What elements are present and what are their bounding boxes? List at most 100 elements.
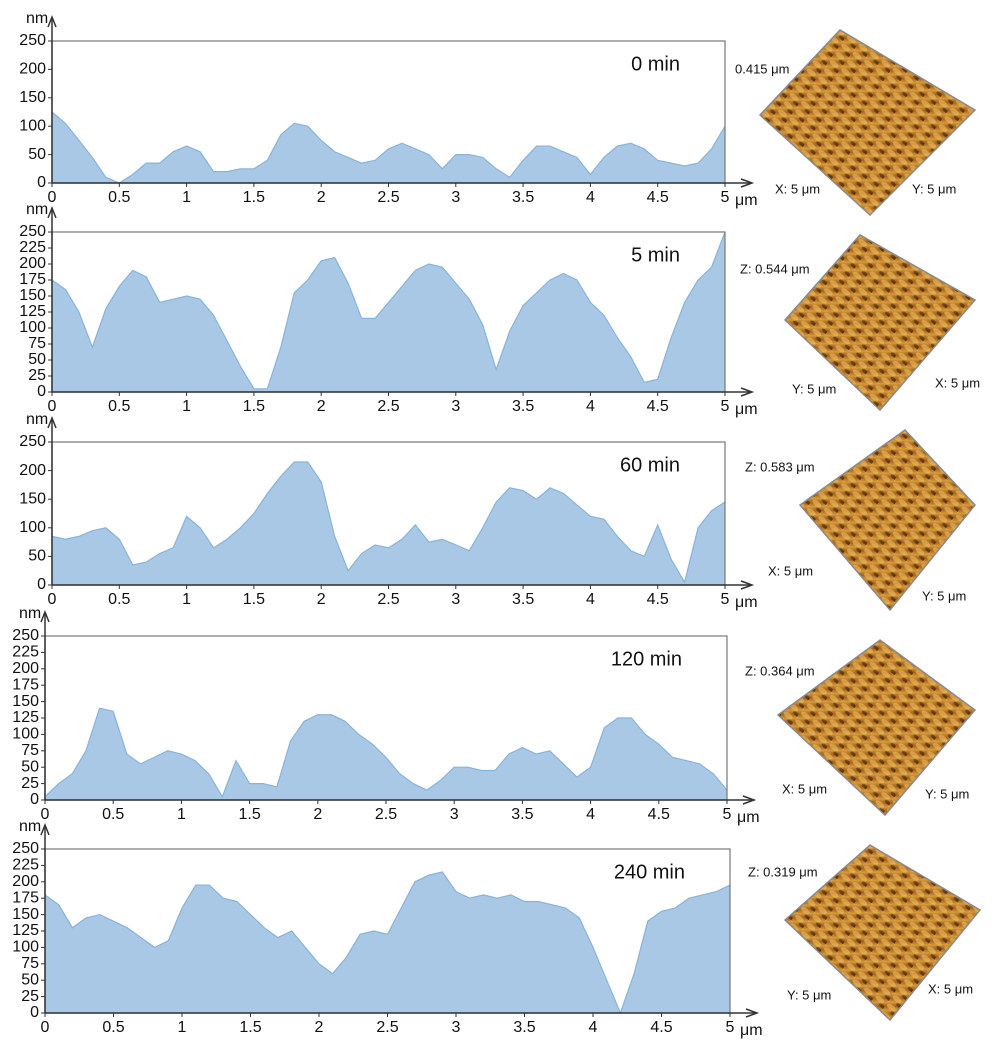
x-tick-label: 1.5 <box>243 591 265 608</box>
y-tick-label: 150 <box>19 287 46 304</box>
x-tick-label: 3.5 <box>513 1019 535 1036</box>
y-tick-label: 75 <box>21 955 39 972</box>
x-tick-label: 2 <box>317 189 326 206</box>
y-tick-label: 200 <box>19 255 46 272</box>
chart-title: 240 min <box>614 861 685 883</box>
y-tick-label: 25 <box>21 988 39 1005</box>
afm-z-label: 0.415 μm <box>735 61 789 76</box>
y-tick-label: 250 <box>19 223 46 240</box>
afm-z-label: Z: 0.544 μm <box>740 261 810 276</box>
y-tick-label: 75 <box>21 742 39 759</box>
x-tick-label: 0.5 <box>108 398 130 415</box>
x-tick-label: 3 <box>451 591 460 608</box>
area <box>52 462 725 585</box>
y-tick-label: 100 <box>19 319 46 336</box>
x-tick-label: 4.5 <box>647 591 669 608</box>
afm-z-label: Z: 0.364 μm <box>745 663 815 678</box>
x-tick-label: 0.5 <box>108 189 130 206</box>
x-tick-label: 2 <box>313 806 322 823</box>
x-tick-label: 3 <box>451 398 460 415</box>
y-tick-label: 50 <box>28 351 46 368</box>
area <box>52 232 725 392</box>
x-tick-label: 1 <box>182 398 191 415</box>
x-tick-label: 0 <box>41 1019 50 1036</box>
x-tick-label: 4 <box>589 1019 598 1036</box>
y-tick-label: 100 <box>12 939 39 956</box>
afm-x-label: X: 5 μm <box>928 981 973 996</box>
afm-z-label: Z: 0.319 μm <box>748 864 818 879</box>
x-tick-label: 4.5 <box>648 806 670 823</box>
y-tick-label: 25 <box>21 775 39 792</box>
y-tick-label: 100 <box>19 519 46 536</box>
x-tick-label: 2 <box>315 1019 324 1036</box>
x-tick-label: 5 <box>721 591 730 608</box>
x-axis-label: μm <box>735 192 758 209</box>
x-tick-label: 0 <box>48 398 57 415</box>
x-tick-label: 1 <box>182 189 191 206</box>
y-tick-label: 125 <box>12 709 39 726</box>
y-tick-label: 125 <box>19 303 46 320</box>
x-tick-label: 4.5 <box>647 189 669 206</box>
y-tick-label: 50 <box>21 971 39 988</box>
x-tick-label: 0.5 <box>102 1019 124 1036</box>
x-tick-label: 0 <box>41 806 50 823</box>
x-tick-label: 1.5 <box>243 189 265 206</box>
afm-x-label: X: 5 μm <box>782 781 827 796</box>
y-axis-label: nm <box>26 10 48 27</box>
x-tick-label: 3 <box>452 1019 461 1036</box>
afm-x-label: X: 5 μm <box>768 563 813 578</box>
x-tick-label: 3.5 <box>512 189 534 206</box>
x-tick-label: 5 <box>721 189 730 206</box>
afm-image <box>800 430 975 610</box>
y-tick-label: 0 <box>30 791 39 808</box>
y-tick-label: 225 <box>12 644 39 661</box>
y-tick-label: 200 <box>19 462 46 479</box>
y-tick-label: 225 <box>19 239 46 256</box>
y-tick-label: 25 <box>28 367 46 384</box>
y-tick-label: 0 <box>37 576 46 593</box>
x-tick-label: 0.5 <box>108 591 130 608</box>
chart-title: 0 min <box>631 53 680 75</box>
y-tick-label: 0 <box>37 383 46 400</box>
y-tick-label: 50 <box>28 146 46 163</box>
afm-y-label: Y: 5 μm <box>787 987 831 1002</box>
x-tick-label: 5 <box>726 1019 735 1036</box>
y-tick-label: 150 <box>12 906 39 923</box>
y-tick-label: 250 <box>19 433 46 450</box>
y-tick-label: 100 <box>19 117 46 134</box>
x-tick-label: 5 <box>723 806 732 823</box>
x-tick-label: 3.5 <box>512 591 534 608</box>
y-axis-label: nm <box>19 818 41 835</box>
x-tick-label: 1.5 <box>239 1019 261 1036</box>
y-tick-label: 100 <box>12 726 39 743</box>
x-tick-label: 3 <box>450 806 459 823</box>
y-axis-label: nm <box>19 605 41 622</box>
area <box>52 112 725 183</box>
afm-x-label: X: 5 μm <box>935 375 980 390</box>
y-tick-label: 50 <box>21 758 39 775</box>
x-tick-label: 0 <box>48 591 57 608</box>
x-tick-label: 2.5 <box>377 398 399 415</box>
x-tick-label: 2.5 <box>375 806 397 823</box>
chart-title: 60 min <box>620 454 680 476</box>
afm-y-label: Y: 5 μm <box>925 786 969 801</box>
y-tick-label: 150 <box>12 693 39 710</box>
afm-y-label: Y: 5 μm <box>922 588 966 603</box>
x-tick-label: 1.5 <box>243 398 265 415</box>
x-tick-label: 2 <box>317 398 326 415</box>
x-tick-label: 3 <box>451 189 460 206</box>
y-tick-label: 200 <box>19 61 46 78</box>
y-axis-label: nm <box>26 201 48 218</box>
area <box>45 708 727 800</box>
y-tick-label: 250 <box>12 840 39 857</box>
y-tick-label: 250 <box>19 32 46 49</box>
y-tick-label: 125 <box>12 922 39 939</box>
y-tick-label: 250 <box>12 627 39 644</box>
y-tick-label: 175 <box>19 271 46 288</box>
y-tick-label: 50 <box>28 548 46 565</box>
x-tick-label: 5 <box>721 398 730 415</box>
y-tick-label: 0 <box>30 1004 39 1021</box>
x-tick-label: 4.5 <box>650 1019 672 1036</box>
x-tick-label: 4 <box>586 591 595 608</box>
x-tick-label: 2.5 <box>377 591 399 608</box>
